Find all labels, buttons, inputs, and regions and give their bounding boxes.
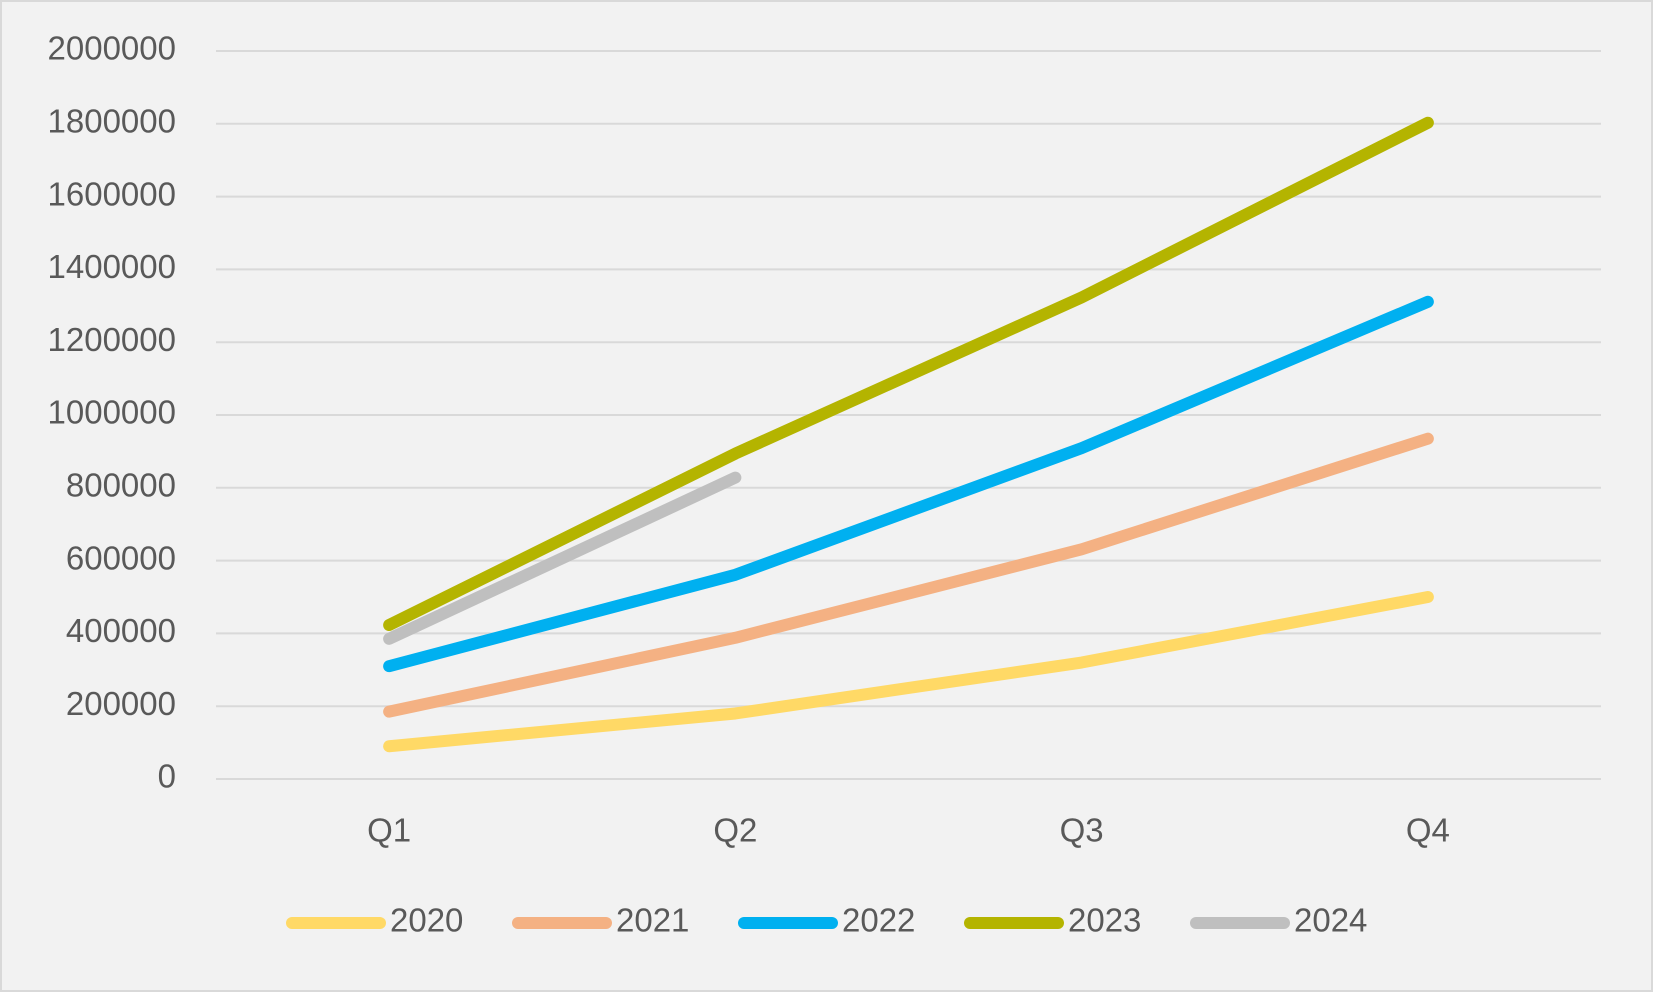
y-tick-label: 200000 (66, 685, 176, 722)
y-tick-label: 1800000 (48, 103, 176, 140)
x-tick-label: Q1 (367, 812, 411, 849)
y-tick-label: 400000 (66, 612, 176, 649)
y-tick-label: 1400000 (48, 248, 176, 285)
legend-label: 2022 (842, 902, 915, 939)
series-line (383, 471, 742, 645)
x-tick-label: Q4 (1406, 812, 1450, 849)
x-tick-label: Q2 (713, 812, 757, 849)
y-tick-label: 600000 (66, 539, 176, 576)
y-tick-label: 0 (158, 758, 176, 795)
y-tick-label: 1600000 (48, 175, 176, 212)
y-tick-label: 1000000 (48, 394, 176, 431)
series-line (383, 591, 1434, 753)
series-line (383, 432, 1434, 718)
legend-label: 2023 (1068, 902, 1141, 939)
x-tick-label: Q3 (1060, 812, 1104, 849)
legend-label: 2021 (616, 902, 689, 939)
legend-label: 2024 (1294, 902, 1367, 939)
series-line (383, 116, 1434, 632)
y-tick-label: 2000000 (48, 30, 176, 67)
y-tick-label: 1200000 (48, 321, 176, 358)
legend-label: 2020 (390, 902, 463, 939)
series-line (383, 295, 1434, 673)
y-tick-label: 800000 (66, 467, 176, 504)
